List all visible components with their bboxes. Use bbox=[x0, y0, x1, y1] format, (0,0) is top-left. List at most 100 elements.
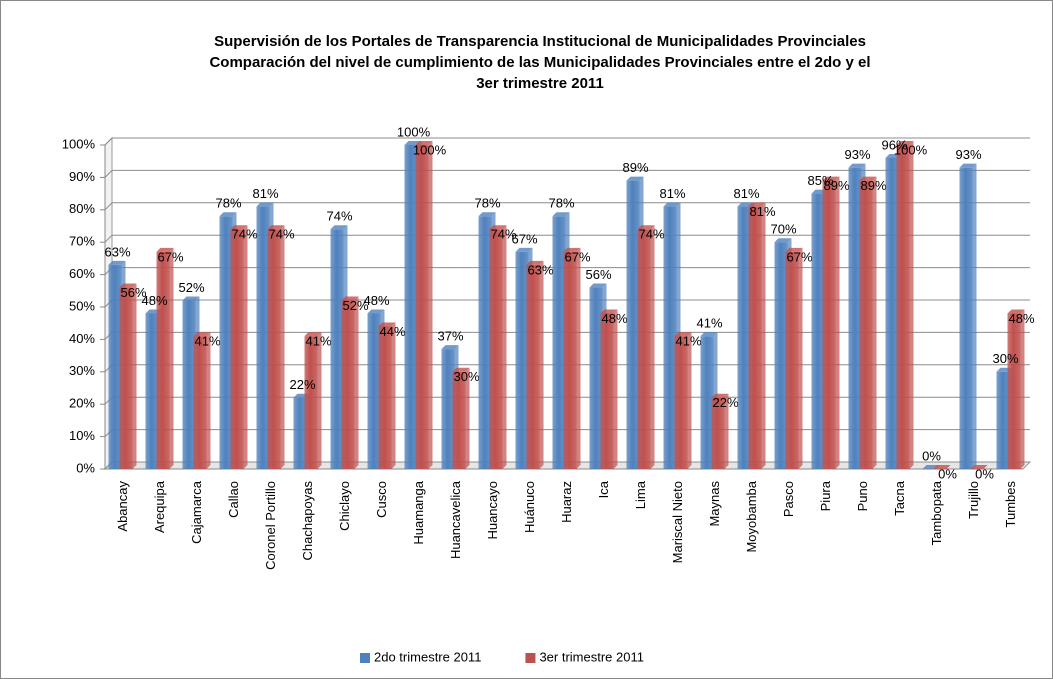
bar-front bbox=[489, 229, 503, 469]
data-label: 74% bbox=[490, 227, 516, 242]
bar-front bbox=[896, 145, 910, 469]
y-tick-label: 100% bbox=[62, 136, 96, 151]
bar-front bbox=[267, 229, 281, 469]
bar-front bbox=[700, 336, 714, 469]
bar-front bbox=[441, 349, 455, 469]
bar-top bbox=[711, 393, 729, 398]
legend-label: 2do trimestre 2011 bbox=[374, 649, 481, 664]
bar bbox=[711, 393, 729, 469]
data-label: 41% bbox=[675, 334, 701, 349]
bar-side bbox=[613, 309, 618, 469]
bar-front bbox=[293, 397, 307, 469]
bar bbox=[859, 176, 877, 469]
bar-top bbox=[663, 202, 681, 207]
bar-side bbox=[428, 141, 433, 469]
bar-front bbox=[922, 469, 936, 470]
bar-front bbox=[119, 287, 133, 469]
data-label: 81% bbox=[733, 186, 759, 201]
x-tick-label: Lima bbox=[633, 480, 648, 509]
bar-front bbox=[230, 229, 244, 469]
y-tick-label: 80% bbox=[69, 201, 95, 216]
data-label: 41% bbox=[305, 334, 331, 349]
bar-top bbox=[452, 367, 470, 372]
bar-top bbox=[563, 247, 581, 252]
data-label: 56% bbox=[120, 285, 146, 300]
bar-front bbox=[711, 397, 725, 469]
bar-side bbox=[724, 393, 729, 469]
grid-line bbox=[104, 202, 1030, 211]
data-label: 93% bbox=[955, 147, 981, 162]
bar-side bbox=[761, 202, 766, 469]
data-label: 0% bbox=[975, 466, 994, 481]
data-label: 78% bbox=[474, 196, 500, 211]
bar-front bbox=[193, 336, 207, 469]
bar-side bbox=[835, 176, 840, 469]
bar-front bbox=[552, 216, 566, 469]
bar-front bbox=[970, 469, 984, 470]
bar-front bbox=[859, 180, 873, 469]
x-tick-label: Chachapoyas bbox=[300, 481, 315, 561]
y-tick-label: 50% bbox=[69, 298, 95, 313]
data-label: 22% bbox=[712, 395, 738, 410]
bar bbox=[637, 225, 655, 469]
bar-side bbox=[354, 296, 359, 469]
data-label: 44% bbox=[379, 324, 405, 339]
bar-front bbox=[330, 229, 344, 469]
data-label: 85% bbox=[807, 173, 833, 188]
bar bbox=[748, 202, 766, 469]
bar-top bbox=[193, 332, 211, 337]
bar bbox=[378, 322, 396, 469]
x-tick-label: Cajamarca bbox=[189, 480, 204, 544]
data-label: 22% bbox=[289, 377, 315, 392]
bar bbox=[1007, 309, 1025, 469]
bar-top bbox=[256, 202, 274, 207]
bar bbox=[452, 367, 470, 469]
bar bbox=[896, 141, 914, 469]
bar-top bbox=[108, 260, 126, 265]
bar-front bbox=[811, 193, 825, 469]
legend-swatch bbox=[525, 653, 536, 663]
bar bbox=[822, 176, 840, 469]
bar-front bbox=[822, 180, 836, 469]
data-label: 78% bbox=[548, 196, 574, 211]
bar-top bbox=[1007, 309, 1025, 314]
bar-side bbox=[539, 260, 544, 469]
data-label: 81% bbox=[749, 204, 775, 219]
data-label: 78% bbox=[215, 196, 241, 211]
bar-front bbox=[1007, 313, 1021, 469]
bar-side bbox=[909, 141, 914, 469]
bar-top bbox=[304, 332, 322, 337]
x-tick-label: Puno bbox=[855, 481, 870, 511]
bar bbox=[785, 247, 803, 469]
bar bbox=[970, 465, 988, 470]
y-tick-label: 70% bbox=[69, 234, 95, 249]
bar-side bbox=[465, 367, 470, 469]
bar-top bbox=[515, 247, 533, 252]
bar-front bbox=[996, 371, 1010, 469]
bar-front bbox=[415, 145, 429, 469]
bar bbox=[341, 296, 359, 469]
data-label: 30% bbox=[992, 351, 1018, 366]
bar bbox=[600, 309, 618, 469]
bar-front bbox=[367, 313, 381, 469]
grid-line bbox=[104, 234, 1030, 243]
bar-side bbox=[391, 322, 396, 469]
bar-top bbox=[489, 225, 507, 230]
bar-front bbox=[774, 242, 788, 469]
bar-top bbox=[933, 465, 951, 469]
bar-top bbox=[896, 141, 914, 145]
bar-side bbox=[872, 176, 877, 469]
data-label: 63% bbox=[104, 244, 130, 259]
bar-front bbox=[959, 167, 973, 469]
bar-front bbox=[452, 371, 466, 469]
grid-line bbox=[104, 137, 1030, 146]
bar-side bbox=[576, 247, 581, 469]
bar-top bbox=[182, 296, 200, 301]
data-label: 67% bbox=[511, 231, 537, 246]
bar-top bbox=[330, 225, 348, 230]
bar bbox=[526, 260, 544, 469]
bar-top bbox=[367, 309, 385, 314]
bar-top bbox=[526, 260, 544, 265]
data-label: 52% bbox=[342, 298, 368, 313]
x-tick-label: Chiclayo bbox=[337, 481, 352, 531]
